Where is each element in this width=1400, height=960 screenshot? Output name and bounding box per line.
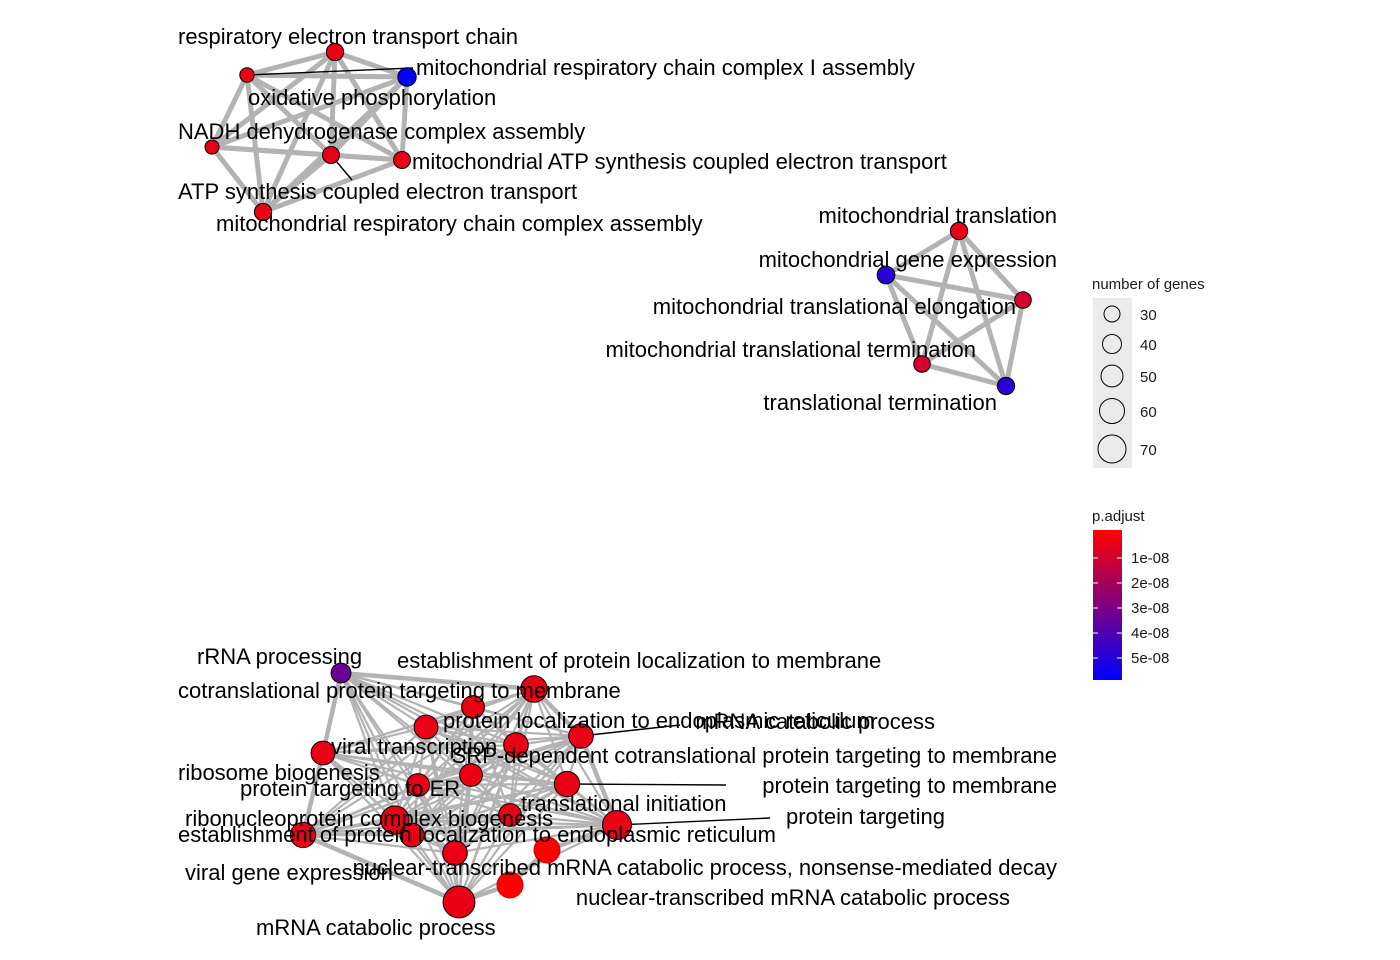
node-mitochondrial-atp-synthesis-coupled-electron-transport [394, 152, 411, 169]
node-label-nadh-dehydrogenase-complex-assembly: NADH dehydrogenase complex assembly [178, 119, 585, 144]
size-legend-circle [1104, 306, 1120, 322]
node-mitochondrial-translational-elongation [1015, 292, 1032, 309]
node-oxidative-phosphorylation [240, 68, 254, 82]
node-label-mitochondrial-translation: mitochondrial translation [819, 203, 1057, 228]
node-label-mitochondrial-atp-synthesis-coupled-electron-transport: mitochondrial ATP synthesis coupled elec… [412, 149, 947, 174]
node-label-protein-targeting-to-membrane: protein targeting to membrane [762, 773, 1057, 798]
node-label-nuclear-transcribed-mrna-catabolic-process-nonsense-mediated-decay: nuclear-transcribed mRNA catabolic proce… [353, 855, 1057, 880]
node-label-srp-dependent-cotranslational-protein-targeting-to-membrane: SRP-dependent cotranslational protein ta… [452, 743, 1057, 768]
node-mitochondrial-respiratory-chain-complex-i-assembly [398, 68, 416, 86]
size-legend-circle [1098, 435, 1126, 463]
size-legend-label: 40 [1140, 337, 1157, 354]
node-atp-synthesis-coupled-electron-transport [323, 147, 340, 164]
node-label-translational-termination: translational termination [763, 390, 997, 415]
size-legend-label: 70 [1140, 442, 1157, 459]
node-label-mitochondrial-respiratory-chain-complex-assembly: mitochondrial respiratory chain complex … [216, 211, 703, 236]
node-label-rrna-processing: rRNA processing [197, 644, 362, 669]
node-label-establishment-of-protein-localization-to-endoplasmic-reticulum: establishment of protein localization to… [178, 822, 776, 847]
node-label-respiratory-electron-transport-chain: respiratory electron transport chain [178, 24, 518, 49]
node-label-mitochondrial-gene-expression: mitochondrial gene expression [759, 247, 1057, 272]
node-label-mrna-catabolic-process: mRNA catabolic process [695, 709, 935, 734]
node-label-protein-targeting-to-er: protein targeting to ER [240, 776, 460, 801]
size-legend: number of genes 30 40 50 60 70 [1092, 276, 1205, 468]
node-label-oxidative-phosphorylation: oxidative phosphorylation [248, 85, 496, 110]
size-legend-circle [1100, 399, 1125, 424]
node-label-establishment-of-protein-localization-to-membrane: establishment of protein localization to… [397, 648, 881, 673]
label-leader-line [567, 784, 726, 785]
color-legend-tick-label: 4e-08 [1131, 625, 1169, 642]
size-legend-label: 60 [1140, 404, 1157, 421]
color-legend: p.adjust 1e-08 2e-08 3e-08 4e-08 5e-08 [1092, 508, 1169, 680]
node-label-mitochondrial-translational-elongation: mitochondrial translational elongation [653, 294, 1016, 319]
color-legend-tick-label: 5e-08 [1131, 650, 1169, 667]
color-legend-tick-label: 1e-08 [1131, 550, 1169, 567]
node-label-nuclear-transcribed-mrna-catabolic-process: nuclear-transcribed mRNA catabolic proce… [576, 885, 1010, 910]
size-legend-circle [1101, 365, 1123, 387]
network-edge [247, 75, 407, 77]
node-translational-termination [997, 377, 1014, 394]
node-label-mrna-catabolic-process: mRNA catabolic process [256, 915, 496, 940]
size-legend-label: 30 [1140, 307, 1157, 324]
node-label-atp-synthesis-coupled-electron-transport: ATP synthesis coupled electron transport [178, 179, 577, 204]
color-legend-tick-label: 3e-08 [1131, 600, 1169, 617]
node-label-cotranslational-protein-targeting-to-membrane: cotranslational protein targeting to mem… [178, 678, 621, 703]
color-legend-title: p.adjust [1092, 508, 1145, 525]
size-legend-title: number of genes [1092, 276, 1205, 293]
node-label-mitochondrial-respiratory-chain-complex-i-assembly: mitochondrial respiratory chain complex … [416, 55, 915, 80]
node-label-protein-targeting: protein targeting [786, 804, 945, 829]
size-legend-circle [1103, 335, 1122, 354]
size-legend-label: 50 [1140, 369, 1157, 386]
color-legend-tick-label: 2e-08 [1131, 575, 1169, 592]
node-label-mitochondrial-translational-termination: mitochondrial translational termination [605, 337, 976, 362]
node-mrna-catabolic-process [443, 886, 475, 918]
